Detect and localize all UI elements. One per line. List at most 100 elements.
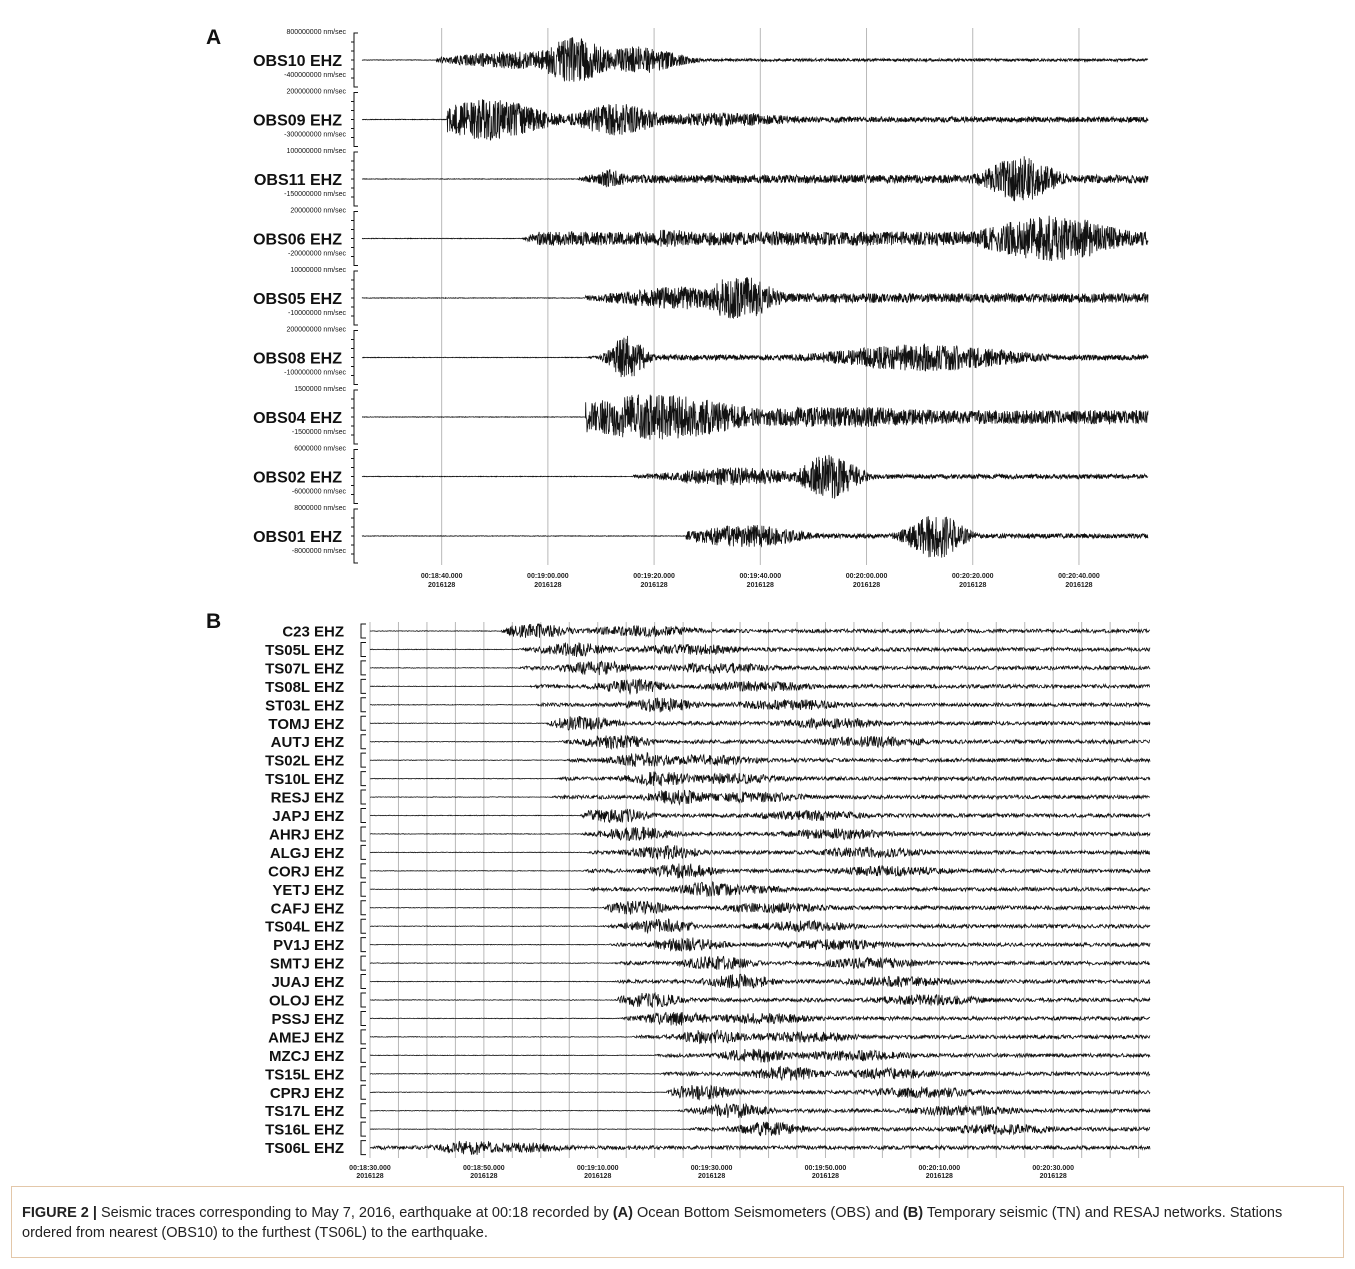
panel-b-label: B: [206, 610, 221, 633]
panel-b-station-label: JAPJ EHZ: [272, 808, 344, 825]
panel-a-amp-top: 200000000 nm/sec: [286, 327, 346, 334]
panel-b-scale-bracket: [360, 715, 366, 731]
panel-a-amp-bottom: -100000000 nm/sec: [284, 370, 346, 377]
panel-a-tick-time: 00:20:20.000: [952, 573, 994, 580]
panel-b-station-label: ALGJ EHZ: [270, 845, 344, 862]
panel-b-station-label: TS07L EHZ: [265, 660, 344, 677]
panel-b-tick-time: 00:18:50.000: [463, 1165, 505, 1172]
panel-b-scale-bracket: [360, 789, 366, 805]
panel-b-tick-time: 00:20:30.000: [1032, 1165, 1074, 1172]
panel-a-tick-time: 00:20:00.000: [846, 573, 888, 580]
panel-b-trace: [370, 1121, 1151, 1137]
panel-a-trace: [361, 335, 1149, 378]
caption-text-1: Seismic traces corresponding to May 7, 2…: [101, 1205, 609, 1221]
panel-b-station-label: PSSJ EHZ: [271, 1011, 344, 1028]
panel-b-trace: [369, 881, 1151, 897]
panel-b-trace: [369, 716, 1151, 731]
panel-a-tick-time: 00:19:40.000: [739, 573, 781, 580]
panel-b-station-label: TS02L EHZ: [265, 753, 344, 770]
panel-b-scale-bracket: [360, 881, 366, 897]
figure-canvas: A B 00:18:40.000 2016128 00:19:00.000 20161…: [206, 26, 1151, 1180]
panel-b-trace: [369, 789, 1151, 806]
panel-a-amp-top: 100000000 nm/sec: [286, 148, 346, 155]
panel-a-scale-bracket: [353, 32, 358, 88]
panel-a-amp-bottom: -10000000 nm/sec: [288, 310, 346, 317]
panel-b-scale-bracket: [360, 974, 366, 990]
panel-b-tick-time: 00:20:10.000: [919, 1165, 961, 1172]
panel-b-scale-bracket: [360, 1010, 366, 1026]
caption-text-3: Temporary seismic (TN) and RESAJ network…: [22, 1205, 1283, 1241]
panel-b-station-label: TS04L EHZ: [265, 919, 344, 936]
panel-a-amp-bottom: -1500000 nm/sec: [292, 429, 347, 436]
panel-a-scale-bracket: [353, 330, 358, 385]
panel-b-station-label: SMTJ EHZ: [270, 956, 344, 973]
panel-b-scale-bracket: [360, 863, 366, 879]
panel-a-tick-date: 2016128: [853, 582, 880, 589]
panel-a-trace: [361, 99, 1149, 141]
panel-a-amp-bottom: -150000000 nm/sec: [284, 191, 346, 198]
panel-b-tick-date: 2016128: [812, 1173, 839, 1180]
panel-b-tick-time: 00:19:50.000: [805, 1165, 847, 1172]
panel-b-trace: [370, 808, 1151, 823]
panel-a-tick-time: 00:19:00.000: [527, 573, 569, 580]
panel-b-trace: [369, 660, 1151, 676]
panel-b-scale-bracket: [360, 1066, 366, 1082]
panel-a-station-label: OBS11 EHZ: [254, 172, 342, 189]
panel-a-station-label: OBS06 EHZ: [253, 232, 342, 249]
panel-a-amp-bottom: -6000000 nm/sec: [292, 489, 347, 496]
panel-a-obs-traces: 00:18:40.000 2016128 00:19:00.000 2016128 00…: [253, 28, 1149, 589]
panel-b-station-label: JUAJ EHZ: [271, 974, 344, 991]
panel-b-scale-bracket: [360, 752, 366, 768]
panel-b-trace: [369, 845, 1151, 860]
panel-b-station-label: MZCJ EHZ: [269, 1048, 344, 1065]
panel-b-scale-bracket: [360, 1047, 366, 1063]
panel-b-scale-bracket: [360, 808, 366, 823]
panel-a-amp-bottom: -8000000 nm/sec: [292, 548, 347, 555]
panel-b-trace: [369, 751, 1151, 767]
caption-label: FIGURE 2 |: [22, 1205, 97, 1221]
panel-b-trace: [369, 1065, 1151, 1081]
panel-b-trace: [369, 918, 1151, 935]
panel-a-station-label: OBS01 EHZ: [253, 529, 342, 546]
panel-a-station-label: OBS02 EHZ: [253, 470, 342, 487]
panel-a-tick-date: 2016128: [534, 582, 561, 589]
panel-a-station-label: OBS04 EHZ: [253, 410, 342, 427]
panel-a-tick-date: 2016128: [959, 582, 986, 589]
panel-b-scale-bracket: [360, 623, 366, 639]
panel-b-station-label: TS16L EHZ: [265, 1122, 344, 1139]
panel-b-trace: [369, 991, 1151, 1008]
panel-b-tick-date: 2016128: [356, 1173, 383, 1180]
panel-b-station-label: TS06L EHZ: [265, 1140, 344, 1157]
panel-b-station-label: CAFJ EHZ: [271, 900, 344, 917]
panel-b-scale-bracket: [360, 992, 366, 1008]
panel-a-trace: [361, 394, 1149, 440]
panel-b-trace: [369, 678, 1150, 696]
panel-b-tick-time: 00:19:10.000: [577, 1165, 619, 1172]
panel-a-trace: [361, 516, 1149, 558]
panel-a-scale-bracket: [353, 151, 358, 207]
panel-b-scale-bracket: [360, 678, 366, 694]
panel-a-tick-time: 00:18:40.000: [421, 573, 463, 580]
panel-a-amp-top: 10000000 nm/sec: [290, 267, 346, 274]
panel-b-station-label: RESJ EHZ: [271, 790, 344, 807]
panel-b-scale-bracket: [360, 697, 366, 713]
panel-b-trace: [369, 771, 1151, 787]
panel-a-trace: [361, 277, 1149, 319]
panel-a-tick-time: 00:20:40.000: [1058, 573, 1100, 580]
panel-b-trace: [369, 900, 1151, 916]
panel-a-amp-top: 200000000 nm/sec: [286, 89, 346, 96]
panel-b-station-label: AHRJ EHZ: [269, 826, 344, 843]
figure-caption: FIGURE 2 | Seismic traces corresponding …: [22, 1203, 1332, 1243]
panel-b-tick-time: 00:18:30.000: [349, 1165, 391, 1172]
panel-b-scale-bracket: [360, 918, 366, 934]
panel-b-trace: [369, 863, 1151, 879]
panel-b-tick-time: 00:19:30.000: [691, 1165, 733, 1172]
panel-a-amp-bottom: -300000000 nm/sec: [284, 132, 346, 139]
caption-frame: [11, 1186, 1344, 1258]
panel-b-scale-bracket: [360, 771, 366, 787]
panel-b-trace: [369, 1048, 1151, 1063]
panel-a-trace: [361, 454, 1149, 499]
caption-text-2: Ocean Bottom Seismometers (OBS) and: [637, 1205, 899, 1221]
panel-b-station-label: CPRJ EHZ: [270, 1085, 344, 1102]
